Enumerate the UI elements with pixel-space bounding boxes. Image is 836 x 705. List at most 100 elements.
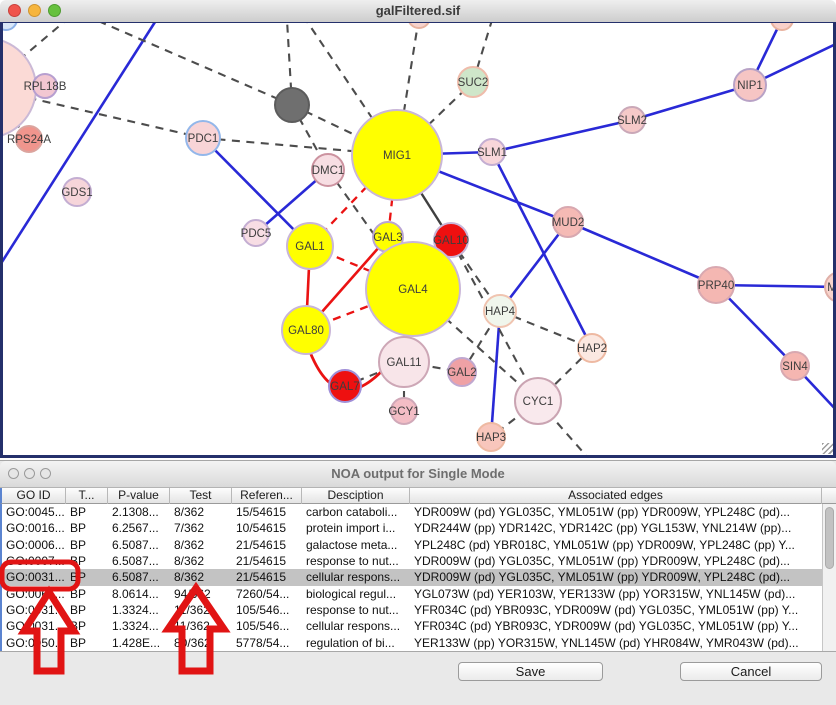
table-cell: BP bbox=[70, 521, 87, 536]
network-node-SLM1[interactable]: SLM1 bbox=[477, 138, 507, 166]
network-node-GAL1[interactable]: GAL1 bbox=[286, 222, 334, 270]
network-node-GAL4[interactable]: GAL4 bbox=[365, 241, 461, 337]
table-cell: biological regul... bbox=[306, 586, 397, 601]
table-cell: YDR009W (pd) YGL035C, YML051W (pp) YDR00… bbox=[414, 570, 790, 585]
table-cell: protein import i... bbox=[306, 521, 396, 536]
network-graph[interactable]: RPL18BRPS24AGDS1PDC1MIG1SUC2SLM1DMC1SLM2… bbox=[0, 22, 836, 458]
window-control-button[interactable] bbox=[48, 4, 61, 17]
network-node-DMC1[interactable]: DMC1 bbox=[311, 153, 345, 187]
network-node-gray-node[interactable] bbox=[274, 87, 310, 123]
network-node-MSN[interactable]: MSN bbox=[824, 271, 836, 303]
network-edge[interactable] bbox=[490, 151, 594, 349]
network-edge[interactable] bbox=[0, 22, 65, 88]
noa-window-titlebar[interactable]: NOA output for Single Mode bbox=[0, 461, 836, 488]
network-node-corner-tl[interactable] bbox=[0, 22, 18, 31]
column-header-t-[interactable]: T... bbox=[66, 488, 108, 504]
table-row[interactable]: GO:0006... BP 6.5087... 8/362 21/54615 galact… bbox=[2, 537, 822, 553]
network-window-titlebar[interactable]: galFiltered.sif bbox=[0, 0, 836, 23]
network-node-HAP2[interactable]: HAP2 bbox=[577, 333, 607, 363]
network-node-HAP4[interactable]: HAP4 bbox=[483, 294, 517, 328]
network-edge[interactable] bbox=[395, 22, 420, 156]
table-cell: 8/362 bbox=[174, 570, 205, 585]
window-control-button[interactable] bbox=[8, 468, 19, 479]
table-cell: YFR034C (pd) YBR093C, YDR009W (pd) YGL03… bbox=[414, 619, 799, 634]
table-cell: 8/362 bbox=[174, 554, 205, 569]
column-header-p-value[interactable]: P-value bbox=[108, 488, 170, 504]
network-node-SIN4[interactable]: SIN4 bbox=[780, 351, 810, 381]
network-edge[interactable] bbox=[631, 83, 751, 122]
table-cell: 105/546... bbox=[236, 619, 290, 634]
network-node-SUC2[interactable]: SUC2 bbox=[457, 66, 489, 98]
table-cell: response to nut... bbox=[306, 603, 399, 618]
network-node-CYC1[interactable]: CYC1 bbox=[514, 377, 562, 425]
network-node-GAL11[interactable]: GAL11 bbox=[378, 336, 430, 388]
network-edge[interactable] bbox=[202, 137, 311, 247]
noa-window-title: NOA output for Single Mode bbox=[331, 466, 505, 481]
table-row[interactable]: GO:0031... BP 1.3324... 11/362 105/546... cel… bbox=[2, 618, 822, 634]
table-cell: GO:0006... bbox=[6, 537, 65, 552]
window-control-button[interactable] bbox=[24, 468, 35, 479]
network-edge[interactable] bbox=[344, 361, 405, 387]
network-edge[interactable] bbox=[537, 400, 590, 458]
network-node-GCY1[interactable]: GCY1 bbox=[388, 397, 420, 425]
table-cell: 1.428E... bbox=[112, 635, 161, 650]
network-node-PRP40[interactable]: PRP40 bbox=[697, 266, 735, 304]
table-cell: cellular respons... bbox=[306, 619, 401, 634]
network-node-tr-node[interactable] bbox=[770, 22, 794, 31]
network-edge[interactable] bbox=[491, 118, 633, 154]
table-cell: YER133W (pp) YOR315W, YNL145W (pd) YHR08… bbox=[414, 635, 799, 650]
table-row[interactable]: GO:0031... BP 1.3324... 11/362 105/546... res… bbox=[2, 602, 822, 618]
traffic-lights-inactive bbox=[8, 468, 51, 479]
network-node-MUD2[interactable]: MUD2 bbox=[552, 206, 585, 238]
network-node-MIG1[interactable]: MIG1 bbox=[351, 109, 443, 201]
network-node-GAL80[interactable]: GAL80 bbox=[281, 305, 331, 355]
network-edge[interactable] bbox=[291, 104, 398, 156]
table-row[interactable]: GO:0065... BP 8.0614... 94/362 7260/54... bio… bbox=[2, 586, 822, 602]
network-edge[interactable] bbox=[567, 220, 717, 287]
network-edge[interactable] bbox=[498, 221, 570, 312]
network-edge[interactable] bbox=[471, 22, 493, 83]
table-row[interactable]: GO:0016... BP 6.2567... 7/362 10/54615 protei… bbox=[2, 520, 822, 536]
network-canvas[interactable]: RPL18B RPS24A GDS1 PDC1 MIG1 SUC2 SLM1 DMC1 SLM2… bbox=[0, 22, 836, 458]
table-row[interactable]: GO:0050... BP 1.428E... 80/362 5778/54... reg… bbox=[2, 635, 822, 651]
table-row[interactable]: GO:0045... BP 2.1308... 8/362 15/54615 carbon… bbox=[2, 504, 822, 520]
table-cell: BP bbox=[70, 505, 87, 520]
network-node-top-node[interactable] bbox=[408, 22, 430, 29]
network-node-PDC1[interactable]: PDC1 bbox=[185, 120, 221, 156]
table-cell: 7260/54... bbox=[236, 586, 290, 601]
window-control-button[interactable] bbox=[8, 4, 21, 17]
network-node-GAL2[interactable]: GAL2 bbox=[447, 357, 477, 387]
table-cell: 6.5087... bbox=[112, 570, 159, 585]
network-node-HAP3[interactable]: HAP3 bbox=[476, 422, 506, 452]
resize-grip-icon[interactable] bbox=[822, 443, 833, 454]
table-cell: GO:0031... bbox=[6, 570, 65, 585]
network-edge[interactable] bbox=[306, 22, 398, 156]
column-header-associated-edges[interactable]: Associated edges bbox=[410, 488, 822, 504]
window-control-button[interactable] bbox=[40, 468, 51, 479]
table-cell: YFR034C (pd) YBR093C, YDR009W (pd) YGL03… bbox=[414, 603, 799, 618]
network-node-SLM2[interactable]: SLM2 bbox=[617, 106, 647, 134]
window-control-button[interactable] bbox=[28, 4, 41, 17]
table-row[interactable]: GO:0031... BP 6.5087... 8/362 21/54615 cellul… bbox=[2, 569, 822, 586]
table-cell: 21/54615 bbox=[236, 554, 287, 569]
network-edge[interactable] bbox=[715, 283, 836, 289]
column-header-referen-[interactable]: Referen... bbox=[232, 488, 302, 504]
network-node-GAL7[interactable]: GAL7 bbox=[328, 369, 362, 403]
table-row[interactable]: GO:0007... BP 6.5087... 8/362 21/54615 respon… bbox=[2, 553, 822, 569]
network-edge[interactable] bbox=[96, 22, 293, 106]
table-cell: 1.3324... bbox=[112, 603, 159, 618]
table-scrollbar[interactable] bbox=[822, 504, 836, 651]
network-edge[interactable] bbox=[0, 22, 157, 266]
network-node-NIP1[interactable]: NIP1 bbox=[733, 68, 767, 102]
scrollbar-thumb[interactable] bbox=[825, 507, 834, 569]
network-node-big-left[interactable] bbox=[0, 38, 37, 138]
column-header-go-id[interactable]: GO ID bbox=[2, 488, 66, 504]
network-node-GDS1[interactable]: GDS1 bbox=[61, 177, 93, 207]
table-cell: 6.2567... bbox=[112, 521, 159, 536]
column-header-test[interactable]: Test bbox=[170, 488, 232, 504]
table-cell: 6.5087... bbox=[112, 537, 159, 552]
save-button[interactable]: Save bbox=[458, 662, 603, 681]
column-header-desciption[interactable]: Desciption bbox=[302, 488, 410, 504]
cancel-button[interactable]: Cancel bbox=[680, 662, 822, 681]
network-edge[interactable] bbox=[489, 310, 502, 438]
